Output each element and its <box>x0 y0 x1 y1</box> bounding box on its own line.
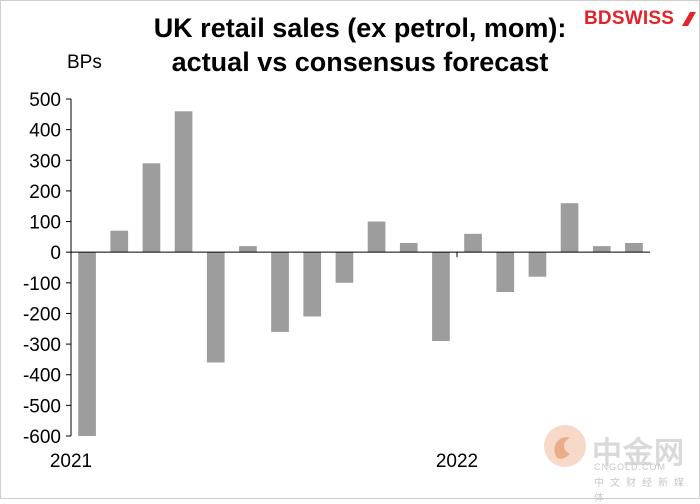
bar-13 <box>464 233 482 253</box>
bar-11 <box>399 243 418 253</box>
y-tick-label: -600 <box>23 427 61 448</box>
bar-5 <box>206 252 225 363</box>
y-tick-label: 300 <box>29 151 61 172</box>
bar-6 <box>239 246 257 253</box>
logo-arrow-icon <box>682 12 696 26</box>
y-tick-label: 400 <box>29 121 61 142</box>
watermark-subtitle: 中文财经新媒体 <box>594 478 690 504</box>
watermark-logo-icon <box>544 425 586 467</box>
bar-1 <box>78 252 96 436</box>
bar-12 <box>432 252 450 341</box>
y-tick-label: 100 <box>29 213 61 234</box>
x-tick-label: 2021 <box>50 451 92 472</box>
y-tick-label: 500 <box>29 90 61 111</box>
bar-2 <box>110 230 129 253</box>
y-tick-label: 0 <box>50 243 61 264</box>
bar-15 <box>528 252 547 277</box>
bar-4 <box>174 111 193 253</box>
y-tick-label: -400 <box>23 366 61 387</box>
bdswiss-logo: BDSWISS <box>584 8 674 30</box>
bar-10 <box>367 221 386 253</box>
bar-16 <box>560 203 579 253</box>
chart-title-line-2: actual vs consensus forecast <box>171 47 549 77</box>
logo-text: BDSWISS <box>584 8 675 29</box>
y-tick-label: -100 <box>23 274 61 295</box>
bar-8 <box>303 252 322 317</box>
chart-title-line-1: UK retail sales (ex petrol, mom): <box>153 13 567 43</box>
y-tick-label: 200 <box>29 182 61 203</box>
watermark-url: CNGOLD.COM <box>594 462 667 472</box>
y-tick-label: -200 <box>23 304 61 325</box>
y-tick-label: -300 <box>23 335 61 356</box>
bar-18 <box>625 243 643 253</box>
bar-14 <box>496 252 515 292</box>
bar-3 <box>142 163 161 253</box>
y-axis-unit-label: BPs <box>67 52 102 73</box>
y-tick-label: -500 <box>23 396 61 417</box>
bar-17 <box>592 246 611 253</box>
watermark-name: 中金网 <box>592 437 685 470</box>
bar-9 <box>335 252 354 283</box>
bar-7 <box>271 252 289 332</box>
x-tick-label: 2022 <box>436 451 478 472</box>
